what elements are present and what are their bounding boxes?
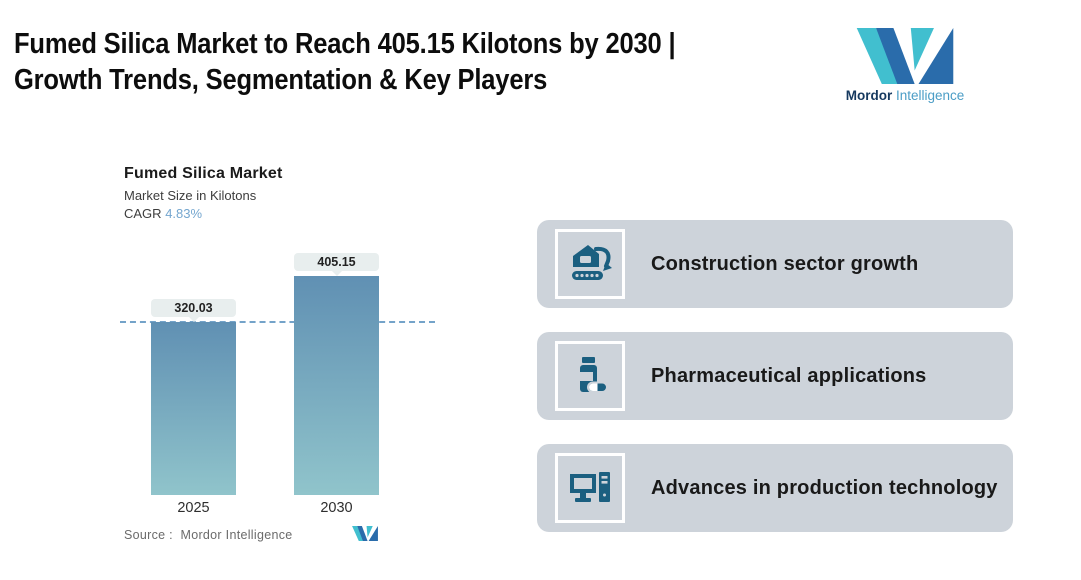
card-label: Advances in production technology — [651, 477, 998, 499]
chart-subtitle: Market Size in Kilotons — [124, 188, 257, 203]
bar-chart: 320.03 405.15 — [120, 250, 435, 495]
highlight-cards: Construction sector growth Pharmaceutica… — [537, 220, 1013, 532]
page-title-line1: Fumed Silica Market to Reach 405.15 Kilo… — [14, 28, 676, 60]
mordor-intelligence-mini-logo-icon — [352, 526, 378, 541]
card-pharmaceutical-applications: Pharmaceutical applications — [537, 332, 1013, 420]
page-title: Fumed Silica Market to Reach 405.15 Kilo… — [14, 26, 766, 98]
value-label-pointer — [188, 317, 199, 322]
page-title-line2: Growth Trends, Segmentation & Key Player… — [14, 64, 548, 96]
brand-name-regular: Intelligence — [895, 88, 965, 103]
card-label: Construction sector growth — [651, 253, 919, 275]
pill-bottle-icon — [555, 341, 625, 411]
excavator-icon — [555, 229, 625, 299]
chart-source: Source : Mordor Intelligence — [124, 528, 293, 542]
chart-cagr: CAGR 4.83% — [124, 206, 283, 221]
desktop-computer-icon — [555, 453, 625, 523]
bar-2030 — [294, 276, 379, 495]
x-axis-label-2025: 2025 — [177, 500, 210, 516]
bar-group-2025: 320.03 — [151, 250, 236, 495]
source-label: Source : — [124, 528, 173, 542]
card-construction-sector-growth: Construction sector growth — [537, 220, 1013, 308]
card-label: Pharmaceutical applications — [651, 365, 927, 387]
value-label-2025: 320.03 — [151, 299, 236, 317]
cagr-label: CAGR — [124, 206, 162, 221]
cagr-value: 4.83% — [165, 206, 203, 221]
bar-2025 — [151, 322, 236, 495]
brand-name-bold: Mordor — [845, 88, 893, 103]
value-label-2030: 405.15 — [294, 253, 379, 271]
chart-header: Fumed Silica Market Market Size in Kilot… — [124, 165, 283, 221]
source-value: Mordor Intelligence — [180, 528, 293, 542]
bar-group-2030: 405.15 — [294, 250, 379, 495]
card-advances-in-production-technology: Advances in production technology — [537, 444, 1013, 532]
mordor-intelligence-logo-icon — [856, 28, 954, 84]
mordor-intelligence-logo: Mordor Intelligence — [845, 28, 965, 103]
chart-title: Fumed Silica Market — [124, 165, 283, 182]
x-axis-label-2030: 2030 — [320, 500, 353, 516]
reference-dashed-line — [120, 321, 435, 323]
brand-name: Mordor Intelligence — [845, 88, 965, 103]
value-label-pointer — [331, 271, 342, 276]
